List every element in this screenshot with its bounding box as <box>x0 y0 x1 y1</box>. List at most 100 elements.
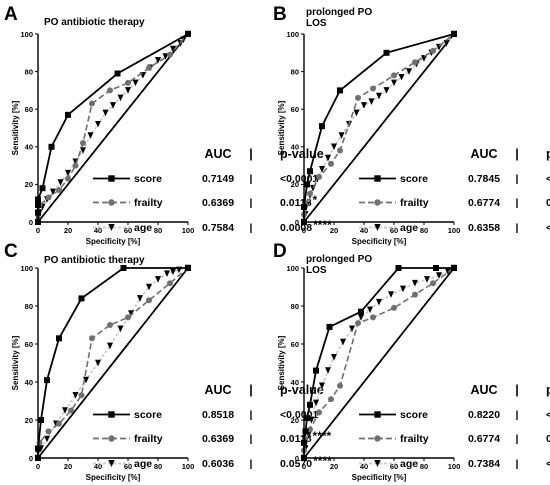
point-score <box>35 202 41 209</box>
y-axis-title: Sensitivity [%] <box>277 100 286 155</box>
x-tick-label: 0 <box>36 462 40 471</box>
point-score <box>56 335 62 342</box>
x-tick-label: 100 <box>448 226 461 235</box>
y-tick-label: 80 <box>291 302 299 311</box>
point-age <box>313 399 319 407</box>
point-age <box>72 392 79 399</box>
x-tick-label: 40 <box>360 226 368 235</box>
point-score <box>185 265 191 271</box>
x-tick-label: 20 <box>330 226 338 235</box>
point-age <box>107 342 113 350</box>
x-tick-label: 60 <box>124 462 132 471</box>
point-age <box>376 298 382 306</box>
point-frailty <box>430 280 436 287</box>
point-age <box>162 53 169 60</box>
x-tick-label: 60 <box>124 226 132 235</box>
legend-marker-frailty <box>108 199 115 206</box>
point-age <box>117 325 124 333</box>
legend-marker-frailty <box>374 435 381 442</box>
point-age <box>412 279 418 287</box>
point-score <box>433 265 439 271</box>
point-frailty <box>307 190 313 197</box>
table-header-pvalue: p-value <box>546 383 550 397</box>
legend-marker-age <box>108 459 115 468</box>
auc-value-score: 0.7845 <box>468 173 500 185</box>
p-value-age: <0.0001 <box>546 222 550 234</box>
point-age <box>87 132 94 139</box>
panel-title: prolonged PO <box>306 7 372 18</box>
x-tick-label: 80 <box>154 462 162 471</box>
point-score <box>301 203 307 210</box>
point-score <box>451 265 457 271</box>
reference-diagonal <box>303 33 455 223</box>
series-score <box>301 31 457 225</box>
point-frailty <box>328 396 334 403</box>
legend-label-age: age <box>134 222 152 234</box>
point-frailty <box>125 79 131 86</box>
panel-title: PO antibiotic therapy <box>44 255 145 266</box>
point-score <box>39 185 46 192</box>
point-score <box>326 323 333 330</box>
p-value-frailty: 0.0022 <box>546 433 550 445</box>
table-header-separator: | <box>249 147 253 161</box>
panel-letter: C <box>4 241 18 262</box>
point-age <box>353 109 360 117</box>
table-header-auc: AUC <box>204 383 231 397</box>
series-line-score <box>303 33 455 222</box>
point-score <box>358 308 364 315</box>
p-value-age: <0.0001 <box>546 458 550 470</box>
point-age <box>443 40 450 47</box>
legend-label-age: age <box>400 222 418 234</box>
reference-diagonal <box>37 33 189 223</box>
y-tick-label: 0 <box>29 454 33 463</box>
point-age <box>331 143 337 151</box>
point-age <box>170 268 176 276</box>
point-score <box>304 181 310 188</box>
series-line-score <box>37 267 188 458</box>
legend-label-score: score <box>400 173 428 185</box>
y-tick-label: 40 <box>25 378 33 387</box>
point-age <box>57 179 64 186</box>
point-score <box>35 219 41 225</box>
point-age <box>424 276 430 283</box>
point-score <box>383 49 390 56</box>
auc-value-frailty: 0.6774 <box>468 197 500 209</box>
legend-label-frailty: frailty <box>400 433 429 445</box>
legend-label-frailty: frailty <box>134 197 163 209</box>
point-score <box>35 445 41 452</box>
panel-a: A PO antibiotic therapy 0 20 40 60 80 100 0 20 40 6… <box>4 4 332 246</box>
y-tick-label: 100 <box>286 30 299 39</box>
y-tick-label: 80 <box>25 302 33 311</box>
point-age <box>170 45 176 53</box>
point-score <box>304 415 310 422</box>
point-score <box>78 295 85 302</box>
x-tick-label: 100 <box>182 226 195 235</box>
y-tick-label: 40 <box>25 143 33 152</box>
x-tick-label: 80 <box>420 226 428 235</box>
point-age <box>50 188 56 196</box>
point-age <box>421 55 427 62</box>
y-tick-label: 80 <box>25 67 33 76</box>
p-value-score: <0.0001 <box>280 173 318 185</box>
x-tick-label: 100 <box>448 462 461 471</box>
point-age <box>376 92 382 100</box>
panel-title: PO antibiotic therapy <box>44 17 145 28</box>
p-value-frailty: 0.0022 <box>546 197 550 209</box>
point-age <box>132 79 139 87</box>
legend-label-score: score <box>134 173 162 185</box>
panel-letter: B <box>273 4 287 25</box>
point-age <box>155 276 161 283</box>
point-age <box>358 314 364 321</box>
point-score <box>451 31 457 37</box>
panel-title-line2: LOS <box>306 18 327 29</box>
table-header-auc: AUC <box>204 147 231 161</box>
point-score <box>185 31 191 37</box>
point-age <box>146 283 152 291</box>
point-frailty <box>45 194 52 201</box>
point-frailty <box>391 72 397 79</box>
table-header-auc: AUC <box>470 147 497 161</box>
y-tick-label: 100 <box>20 264 33 273</box>
auc-value-frailty: 0.6774 <box>468 433 500 445</box>
point-score <box>38 417 44 423</box>
panel-title-line2: LOS <box>306 265 327 276</box>
